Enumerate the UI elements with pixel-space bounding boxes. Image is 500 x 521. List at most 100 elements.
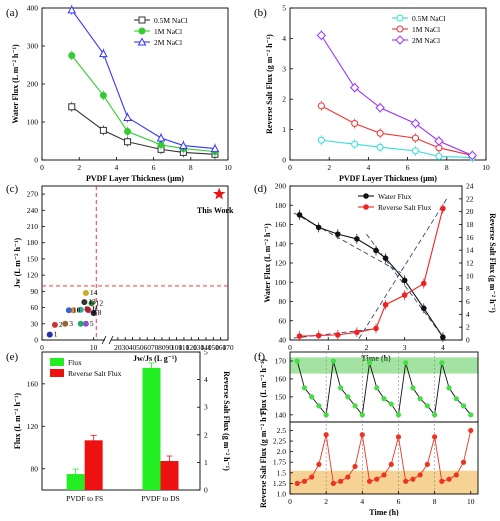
data-point [453,472,459,478]
series-line [71,106,216,155]
x-tick-label: 4 [441,343,445,352]
data-point [352,463,358,470]
y-tick-label: 150 [275,392,287,401]
data-point [388,461,394,467]
x-tick-label: 0 [40,343,44,352]
y2-axis-title: Reverse Salt Flux (g m⁻² h⁻¹) [222,371,231,471]
data-point [403,478,409,484]
x-tick-label: 10 [90,343,98,352]
axis-break-mark [108,335,114,345]
data-point [81,299,88,306]
x-tick-label: 110 [178,343,189,352]
y2-tick-label: 4 [466,310,470,319]
data-point [401,292,408,298]
y-tick-label: 80 [279,297,287,306]
data-point [440,205,446,212]
bar [142,367,161,490]
x-tick-label: 2 [327,163,331,172]
data-point [382,255,389,261]
x-tick-label: 120 [186,343,198,352]
y-tick-label: 180 [27,238,39,247]
data-point [77,320,84,327]
data-point [453,396,459,402]
data-point [309,394,315,400]
category-label: PVDF to FS [66,494,103,503]
data-point [77,306,84,313]
data-point [67,5,77,14]
y-tick-label: 1.75 [273,458,286,467]
y2-tick-label: 2 [466,323,470,332]
data-point [323,412,329,418]
data-point [376,143,384,151]
legend-marker [138,16,146,24]
y2-tick-label: 24 [466,182,474,191]
data-point [123,112,132,121]
plot-area-f-bottom [289,421,479,495]
y-tick-label: 160 [275,374,287,383]
data-point [99,49,108,58]
point-label: 10 [73,305,81,314]
x-tick-label: 140 [200,343,212,352]
trend-line [366,233,448,343]
y-tick-label: 60 [279,316,287,325]
x-tick-label: 2 [324,497,328,506]
y-axis-title: Water Flux (L m⁻² h⁻¹) [11,44,20,124]
y-tick-label: 180 [275,201,287,210]
data-point [420,280,427,287]
data-point [352,403,358,409]
data-point [446,476,452,482]
data-point [417,396,423,402]
trend-line [358,198,448,339]
point-label: 9 [93,305,97,314]
x-tick-label: 6 [152,163,156,172]
x-tick-label: 3 [403,343,407,352]
data-point [432,412,438,418]
x-tick-label: 6 [397,497,401,506]
data-point [446,385,452,391]
data-point [84,306,91,313]
y2-tick-label: 12 [466,259,474,268]
x-tick-label: 50 [136,343,144,352]
highlight-label: This Work [197,206,234,215]
data-point [468,412,474,418]
data-point [403,360,409,366]
data-point [410,118,421,129]
series-line [321,139,473,159]
data-point [330,480,336,487]
x-tick-label: 40 [129,343,137,352]
data-point [411,147,419,155]
legend-label: 0.5M NaCl [154,16,188,25]
data-point [373,325,379,332]
data-point [317,102,325,110]
plot-area-c [41,185,229,341]
y-axis-title-bottom: Reverse Salt Flux (g m⁻² h⁻¹) [259,408,268,508]
y2-tick-label: 2 [204,430,208,439]
legend-marker [137,37,147,46]
y-tick-label: 120 [275,259,287,268]
data-point [68,52,76,59]
x-tick-label: 80 [158,343,166,352]
data-point [440,334,446,340]
data-point [410,385,416,391]
bar [66,474,85,490]
data-point [439,360,445,366]
legend-label: 0.5M NaCl [412,14,446,23]
y-tick-label: 30 [31,319,39,328]
y-tick-label: 160 [275,220,287,229]
x-tick-label: 6 [406,163,410,172]
y-tick-label: 1.0 [277,490,287,499]
data-point [460,459,467,465]
y-tick-label: 150 [27,254,39,263]
data-point [349,82,360,93]
x-tick-label: 0 [288,163,292,172]
y2-tick-label: 3 [204,403,208,412]
y2-axis-title: Reverse Salt Flux (g m⁻² h⁻¹) [488,213,497,313]
panel-label: (e) [6,351,19,363]
legend-swatch [50,358,64,366]
data-point [373,247,379,254]
data-point [432,434,438,440]
x-tick-label: 150 [208,343,220,352]
data-point [382,301,389,308]
x-tick-label: 0 [288,497,292,506]
series-line [299,214,444,338]
